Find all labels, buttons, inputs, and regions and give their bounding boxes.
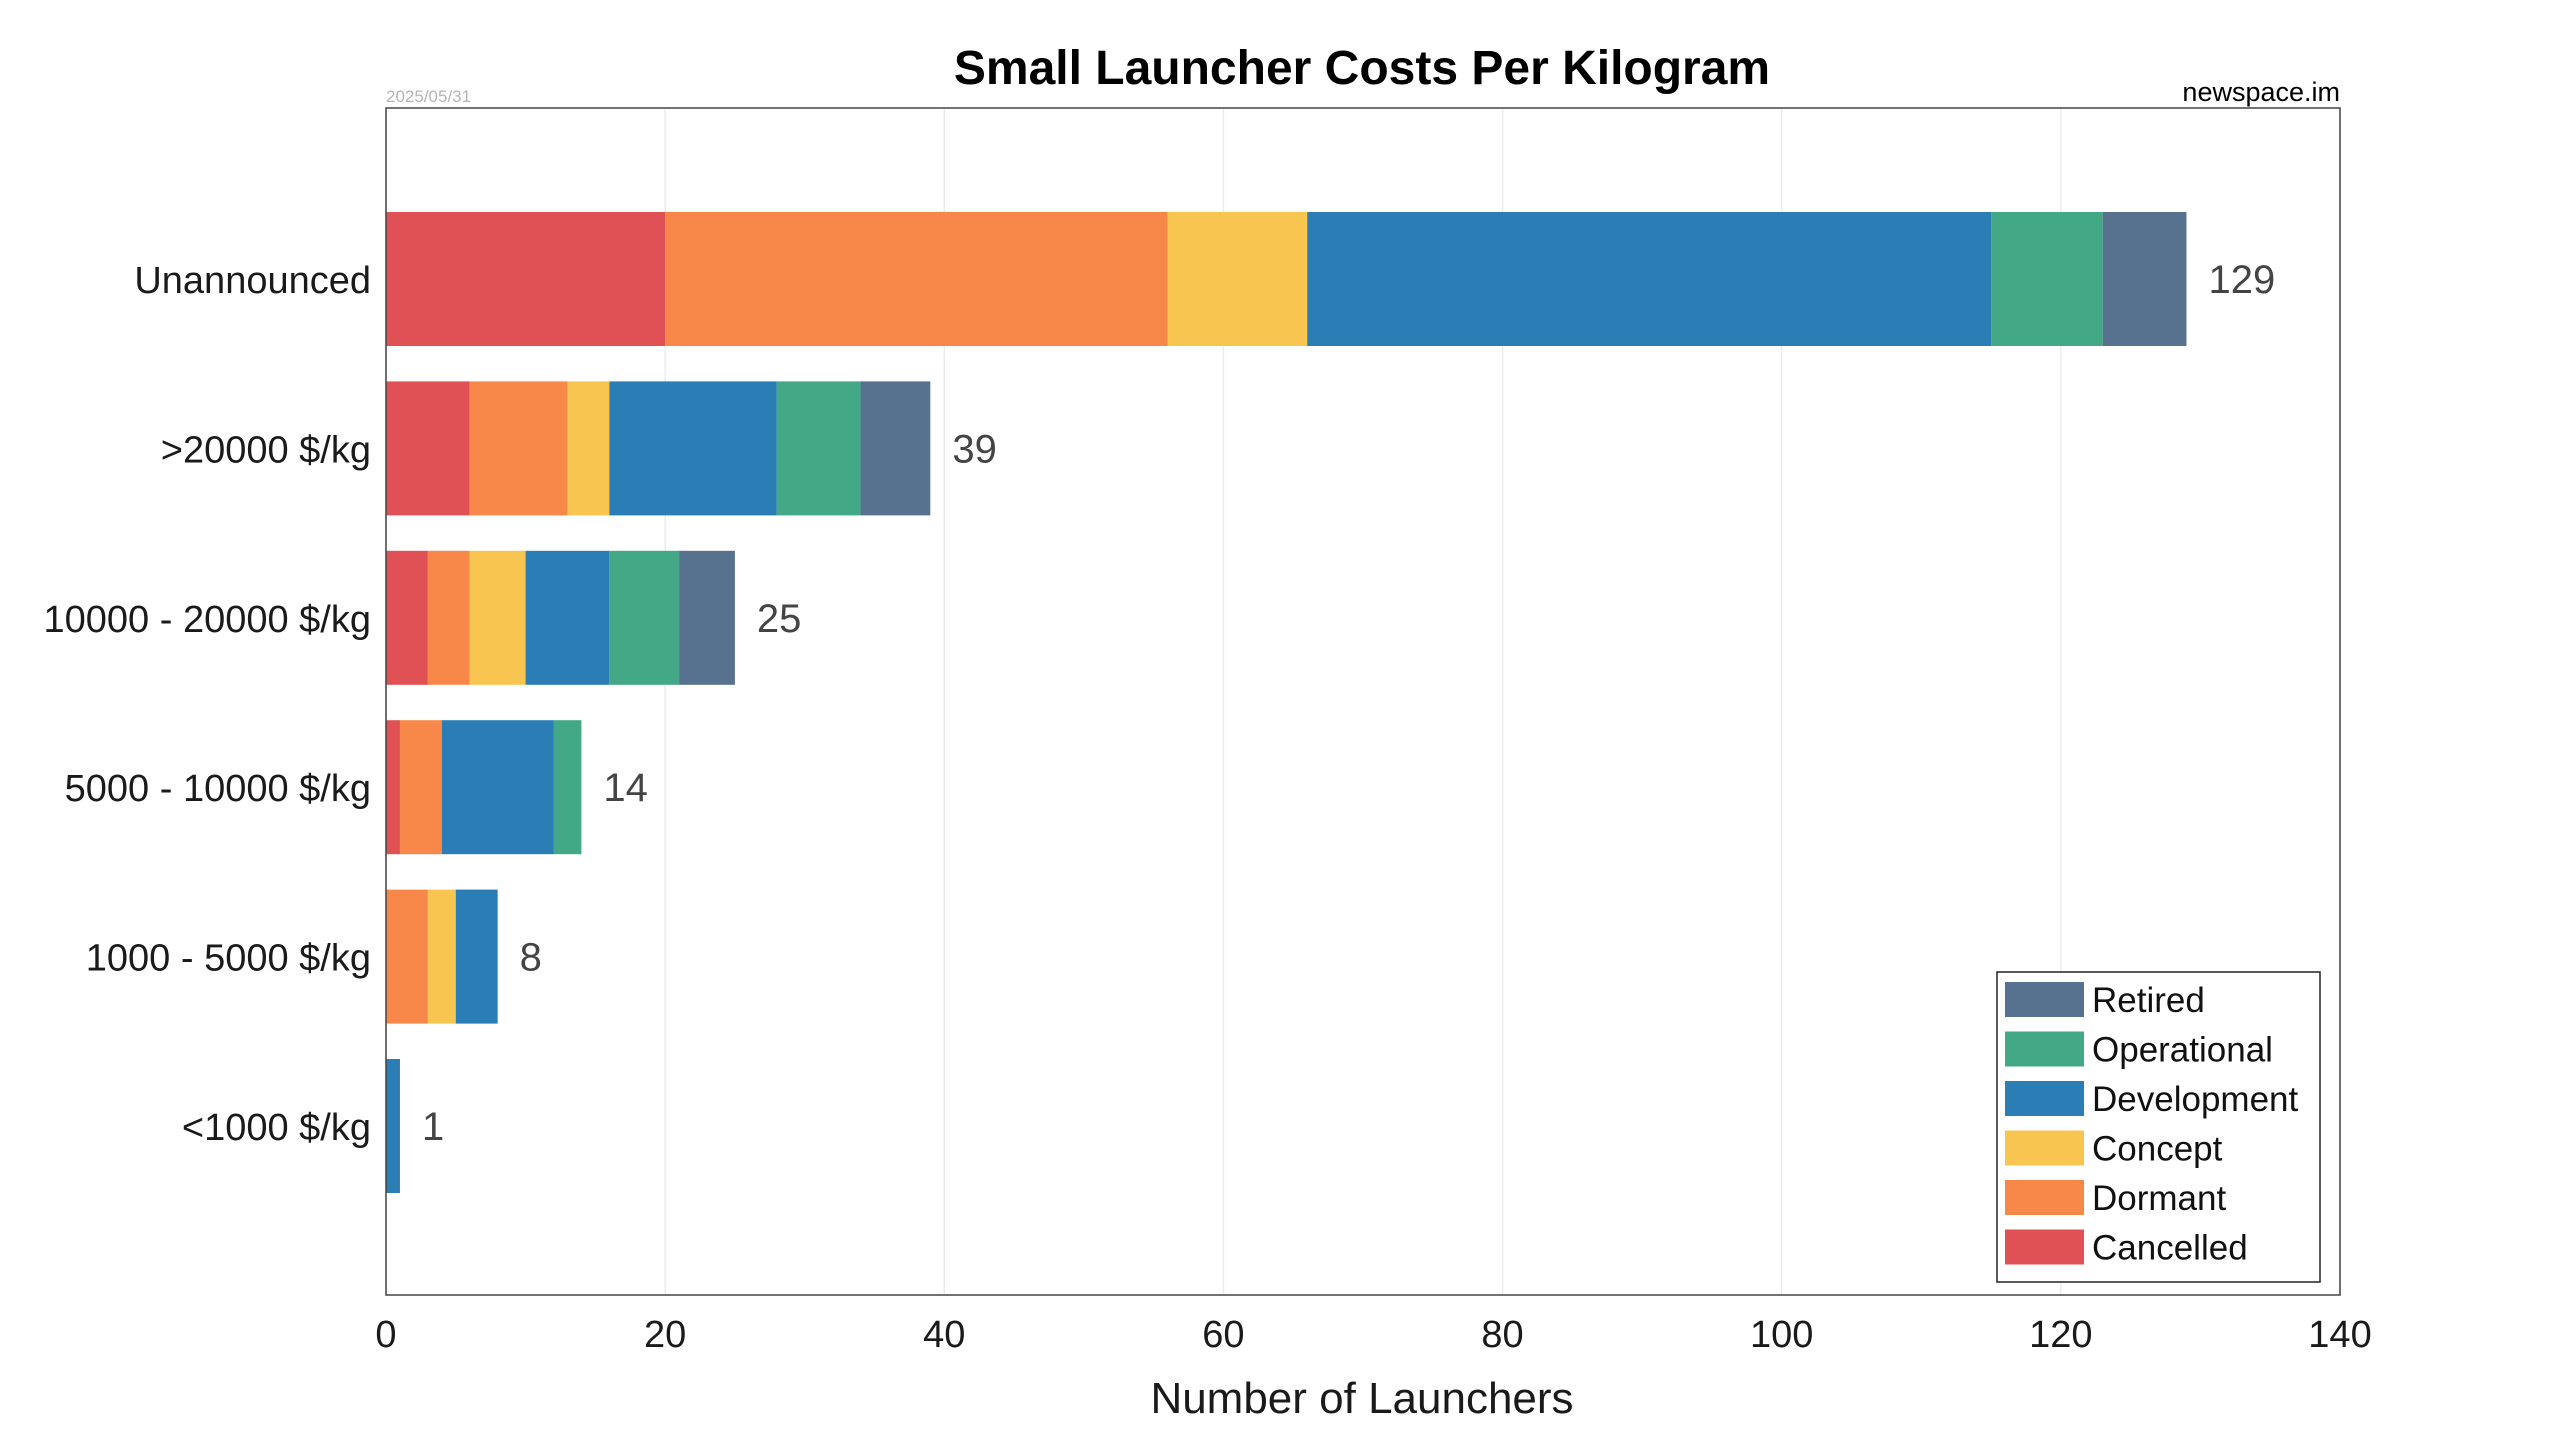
y-tick-label-2: 10000 - 20000 $/kg	[44, 599, 372, 641]
total-label-1: 39	[952, 427, 997, 471]
date-stamp: 2025/05/31	[386, 87, 471, 106]
bar-5000-10000-kg-operational	[553, 720, 582, 855]
total-label-0: 129	[2208, 258, 2275, 302]
total-label-5: 1	[422, 1105, 444, 1149]
bar-10000-20000-kg-cancelled	[386, 550, 428, 685]
legend-swatch-operational	[2005, 1031, 2084, 1067]
bar-20000-kg-cancelled	[386, 381, 470, 516]
legend-label-concept: Concept	[2092, 1130, 2223, 1169]
legend-label-cancelled: Cancelled	[2092, 1229, 2248, 1268]
y-tick-label-3: 5000 - 10000 $/kg	[65, 768, 371, 810]
bar-5000-10000-kg-development	[441, 720, 554, 855]
x-tick-label-60: 60	[1202, 1314, 1244, 1356]
bar-20000-kg-development	[609, 381, 777, 516]
chart-title: Small Launcher Costs Per Kilogram	[954, 42, 1770, 95]
legend-label-development: Development	[2092, 1080, 2298, 1119]
y-tick-labels: Unannounced >20000 $/kg 10000 - 20000 $/kg…	[44, 260, 372, 1149]
bar-20000-kg-concept	[567, 381, 610, 516]
bar-20000-kg-operational	[776, 381, 861, 516]
legend-label-operational: Operational	[2092, 1031, 2273, 1070]
bar-1000-5000-kg-concept	[427, 889, 456, 1024]
total-label-4: 8	[520, 936, 542, 980]
bar-unannounced-retired	[2102, 212, 2187, 346]
total-label-3: 14	[603, 766, 648, 810]
bar-10000-20000-kg-development	[525, 550, 610, 685]
legend-label-dormant: Dormant	[2092, 1179, 2226, 1218]
bar-10000-20000-kg-operational	[609, 550, 680, 685]
total-labels: 129 39 25 14 8 1	[422, 258, 2275, 1149]
x-tick-label-0: 0	[375, 1314, 396, 1356]
bar-1000-5000-kg-development	[455, 889, 498, 1024]
plot-frame	[385, 107, 2341, 1296]
legend-label-retired: Retired	[2092, 981, 2205, 1020]
x-tick-label-80: 80	[1481, 1314, 1523, 1356]
bar-10000-20000-kg-retired	[679, 550, 735, 685]
legend: Retired Operational Development Concept Dorm…	[1996, 971, 2321, 1283]
x-tick-label-120: 120	[2029, 1314, 2092, 1356]
legend-swatch-dormant	[2005, 1180, 2084, 1215]
bar-5000-10000-kg-cancelled	[386, 720, 400, 855]
x-tick-labels: 0 20 40 60 80 100 120 140	[375, 1314, 2371, 1356]
y-tick-label-4: 1000 - 5000 $/kg	[86, 938, 371, 980]
bar-1000-5000-kg-dormant	[386, 889, 428, 1024]
x-tick-label-20: 20	[644, 1314, 686, 1356]
y-tick-label-5: <1000 $/kg	[182, 1107, 371, 1149]
bar-10000-20000-kg-concept	[469, 550, 526, 685]
legend-swatch-cancelled	[2005, 1229, 2084, 1265]
bar-unannounced-operational	[1991, 212, 2103, 346]
bar-5000-10000-kg-dormant	[399, 720, 442, 855]
y-tick-label-1: >20000 $/kg	[161, 429, 371, 471]
legend-swatch-retired	[2005, 982, 2084, 1017]
bar-unannounced-dormant	[665, 212, 1168, 346]
bar-20000-kg-dormant	[469, 381, 568, 516]
legend-swatch-development	[2005, 1081, 2084, 1116]
x-tick-label-100: 100	[1750, 1314, 1813, 1356]
legend-swatch-concept	[2005, 1130, 2084, 1166]
x-axis-label: Number of Launchers	[1150, 1374, 1573, 1423]
source-label: newspace.im	[2182, 77, 2340, 107]
bars	[386, 212, 2187, 1193]
bar-unannounced-concept	[1167, 212, 1308, 346]
y-tick-label-0: Unannounced	[134, 260, 371, 302]
bar-10000-20000-kg-dormant	[427, 550, 470, 685]
bar-unannounced-development	[1307, 212, 1992, 346]
bar-unannounced-cancelled	[386, 212, 666, 346]
total-label-2: 25	[757, 597, 802, 641]
x-tick-label-140: 140	[2308, 1314, 2371, 1356]
bar-20000-kg-retired	[860, 381, 931, 516]
x-tick-label-40: 40	[923, 1314, 965, 1356]
bar-1000-kg-development	[386, 1059, 400, 1193]
